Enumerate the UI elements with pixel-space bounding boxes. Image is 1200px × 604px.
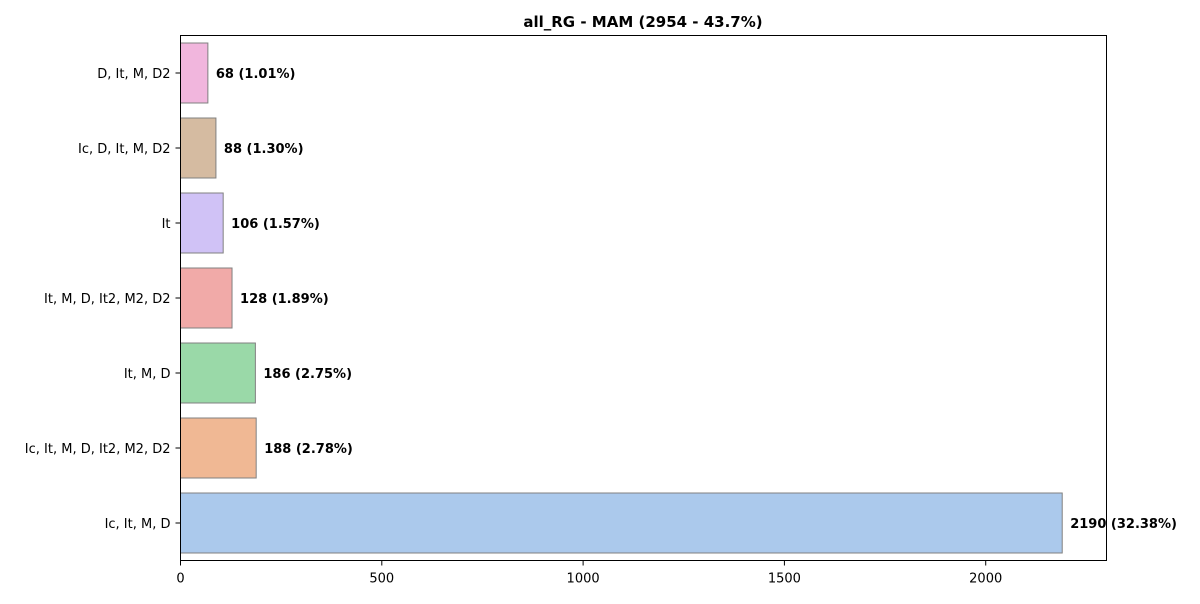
data-label-3: 128 (1.89%) [240,292,329,307]
x-tick-label-3: 1500 [768,572,801,587]
bar-4 [180,342,256,404]
y-tick-label-3: It, M, D, It2, M2, D2 [44,292,170,307]
data-label-6: 2190 (32.38%) [1070,517,1177,532]
y-tick-label-0: D, It, M, D2 [97,67,170,82]
plot-frame [180,35,1107,561]
y-tick-label-4: It, M, D [124,367,171,382]
data-label-0: 68 (1.01%) [216,67,296,82]
y-tick-label-2: It [162,217,171,232]
data-label-5: 188 (2.78%) [264,442,353,457]
bar-3 [180,267,233,329]
bar-6 [180,492,1063,554]
data-label-1: 88 (1.30%) [224,142,304,157]
data-labels-group: 68 (1.01%) 88 (1.30%) 106 (1.57%) 128 (1.89… [216,67,1177,532]
bar-2 [180,192,224,254]
data-label-4: 186 (2.75%) [263,367,352,382]
bar-0 [180,42,209,104]
x-tick-label-1: 500 [369,572,394,587]
y-tick-label-5: Ic, It, M, D, It2, M2, D2 [25,442,171,457]
bar-5 [180,417,257,479]
x-tick-label-2: 1000 [567,572,600,587]
x-axis-ticks: 0 500 1000 1500 2000 [176,560,1002,587]
x-tick-label-4: 2000 [969,572,1002,587]
data-label-2: 106 (1.57%) [231,217,320,232]
bars-group [180,42,1063,554]
x-tick-label-0: 0 [176,572,184,587]
y-axis-ticks: D, It, M, D2 Ic, D, It, M, D2 It It, M, D, … [25,67,181,532]
chart-title: all_RG - MAM (2954 - 43.7%) [523,13,762,31]
y-tick-label-1: Ic, D, It, M, D2 [78,142,170,157]
bar-1 [180,117,217,179]
y-tick-label-6: Ic, It, M, D [105,517,171,532]
